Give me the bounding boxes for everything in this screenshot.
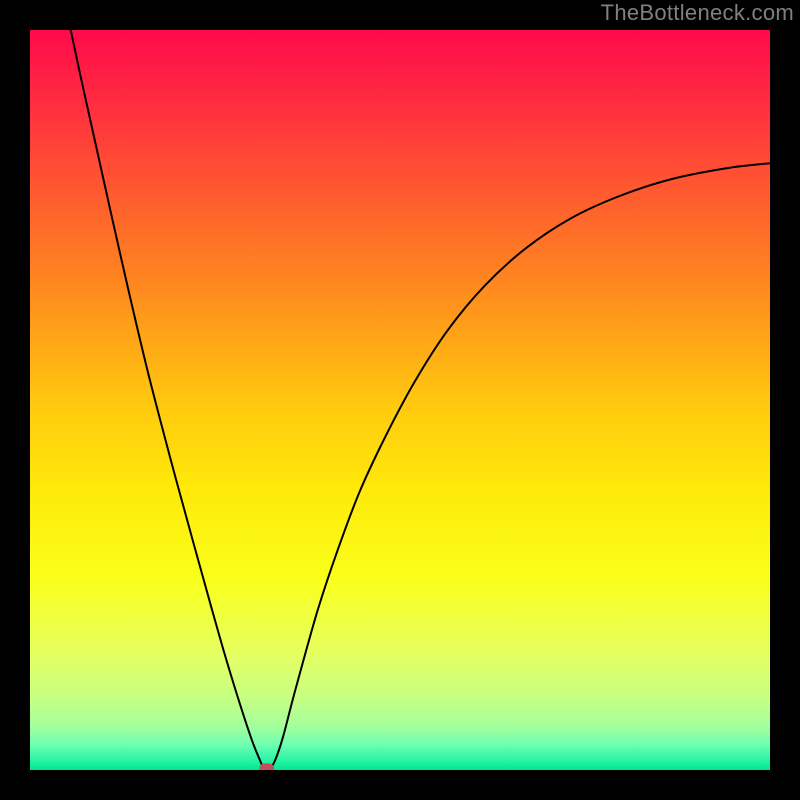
watermark-text: TheBottleneck.com <box>601 0 794 26</box>
chart-frame: TheBottleneck.com <box>0 0 800 800</box>
minimum-marker <box>259 763 274 770</box>
chart-svg <box>30 30 770 770</box>
plot-area <box>30 30 770 770</box>
gradient-background <box>30 30 770 770</box>
